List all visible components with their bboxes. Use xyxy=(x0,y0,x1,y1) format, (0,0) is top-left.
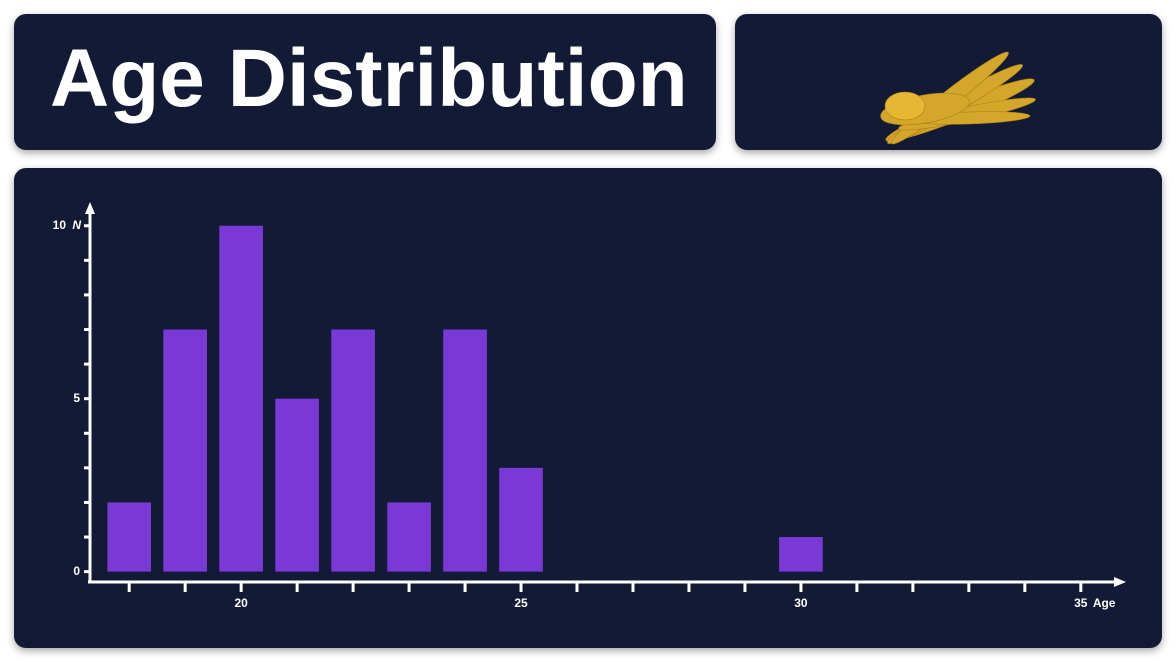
x-axis-label: Age xyxy=(1093,596,1116,610)
bar xyxy=(779,537,823,572)
x-tick-label: 25 xyxy=(514,596,528,610)
bar xyxy=(163,329,207,572)
bar xyxy=(387,502,431,572)
page-title: Age Distribution xyxy=(50,33,688,124)
y-tick-label: 10 xyxy=(53,218,67,232)
y-tick-label: 0 xyxy=(73,564,80,578)
title-panel xyxy=(14,14,716,150)
x-tick-label: 35 xyxy=(1074,596,1088,610)
bar xyxy=(107,502,152,572)
wing-icon xyxy=(880,51,1036,145)
bar xyxy=(275,398,319,572)
bar xyxy=(499,467,543,572)
y-tick-label: 5 xyxy=(73,391,80,405)
bar xyxy=(443,329,487,572)
bar xyxy=(219,225,263,572)
x-tick-label: 30 xyxy=(794,596,808,610)
y-axis-arrow xyxy=(85,202,95,214)
x-tick-label: 20 xyxy=(234,596,248,610)
bar xyxy=(331,329,375,572)
y-axis-label: N xyxy=(72,218,81,232)
x-axis-arrow xyxy=(1114,577,1126,587)
logo-panel xyxy=(735,14,1162,150)
